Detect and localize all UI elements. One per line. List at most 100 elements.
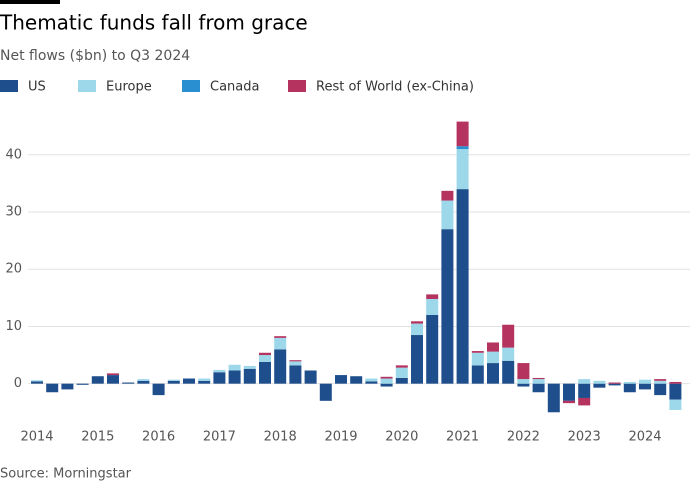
x-tick-label: 2024: [628, 430, 661, 445]
bar: [654, 380, 667, 384]
legend-swatch: [182, 80, 200, 92]
source: Source: Morningstar: [0, 467, 132, 482]
bar: [31, 381, 43, 384]
bar: [380, 376, 393, 379]
bar: [411, 323, 423, 336]
chart-title: Thematic funds fall from grace: [0, 11, 308, 35]
bar: [654, 383, 667, 396]
bar: [456, 146, 469, 150]
bar: [243, 365, 256, 369]
bar: [639, 379, 651, 384]
bar: [487, 342, 499, 352]
bar: [319, 383, 332, 401]
bar: [107, 375, 119, 384]
bar: [274, 349, 287, 384]
bar: [471, 351, 484, 353]
bar: [426, 298, 439, 315]
bar: [623, 381, 636, 384]
legend-swatch: [78, 80, 96, 92]
bar: [593, 380, 606, 384]
bar: [198, 378, 211, 381]
bar: [380, 378, 393, 384]
bar: [259, 352, 271, 356]
bar: [228, 370, 241, 384]
bar: [76, 383, 89, 385]
bar: [502, 324, 515, 348]
bar: [167, 380, 180, 384]
bar: [289, 360, 302, 362]
legend-label: Canada: [210, 80, 259, 95]
bar: [532, 383, 545, 393]
y-tick-label: 0: [14, 376, 22, 391]
bar: [487, 351, 499, 364]
bar: [426, 315, 439, 384]
bar: [335, 375, 347, 384]
bar: [456, 149, 469, 190]
bar: [350, 376, 363, 384]
y-tick-label: 40: [5, 147, 22, 162]
chart-subtitle: Net flows ($bn) to Q3 2024: [0, 48, 190, 64]
bar: [502, 347, 515, 361]
bar: [152, 383, 165, 396]
bar: [365, 381, 378, 384]
bar: [228, 364, 241, 371]
bar: [669, 399, 682, 410]
bar: [167, 379, 180, 381]
bar: [532, 377, 545, 380]
legend-label: Europe: [106, 80, 152, 95]
bar: [563, 383, 575, 401]
bar: [243, 368, 256, 384]
brand-bar: [0, 0, 60, 4]
x-tick-label: 2017: [203, 430, 236, 445]
y-tick-label: 10: [5, 319, 22, 334]
bar: [395, 367, 408, 378]
bar: [471, 352, 484, 366]
bar: [502, 360, 515, 384]
x-tick-label: 2019: [324, 430, 357, 445]
x-tick-label: 2023: [568, 430, 601, 445]
bar: [122, 382, 135, 384]
bar: [274, 337, 287, 350]
bar: [578, 383, 591, 398]
bar: [608, 382, 621, 384]
bar: [578, 397, 591, 406]
bar: [517, 383, 530, 387]
bar: [198, 380, 211, 384]
bar: [563, 400, 575, 404]
x-tick-label: 2016: [142, 430, 175, 445]
bar: [411, 321, 423, 324]
bar: [380, 383, 393, 387]
x-tick-label: 2021: [446, 430, 479, 445]
x-tick-label: 2014: [20, 430, 53, 445]
bar: [547, 383, 560, 413]
bar: [669, 381, 682, 384]
bar: [274, 336, 287, 338]
legend-swatch: [288, 80, 306, 92]
bar: [31, 380, 43, 382]
bar: [107, 373, 119, 376]
bar: [183, 378, 195, 384]
legend-swatch: [0, 80, 18, 92]
x-tick-label: 2018: [264, 430, 297, 445]
bar: [487, 363, 499, 384]
y-tick-label: 30: [5, 205, 22, 220]
bar: [517, 379, 530, 384]
bar: [411, 335, 423, 384]
bar: [471, 365, 484, 384]
bar: [669, 383, 682, 400]
bar: [137, 380, 150, 384]
x-tick-label: 2015: [81, 430, 114, 445]
bar: [304, 370, 317, 384]
bar: [46, 383, 59, 393]
bar: [213, 372, 226, 384]
bar: [289, 365, 302, 384]
bar: [517, 363, 530, 380]
bar: [456, 121, 469, 147]
bar: [532, 379, 545, 384]
x-tick-label: 2022: [507, 430, 540, 445]
bar: [137, 379, 150, 381]
bar: [259, 361, 271, 384]
bar: [441, 200, 454, 230]
bar: [289, 361, 302, 366]
